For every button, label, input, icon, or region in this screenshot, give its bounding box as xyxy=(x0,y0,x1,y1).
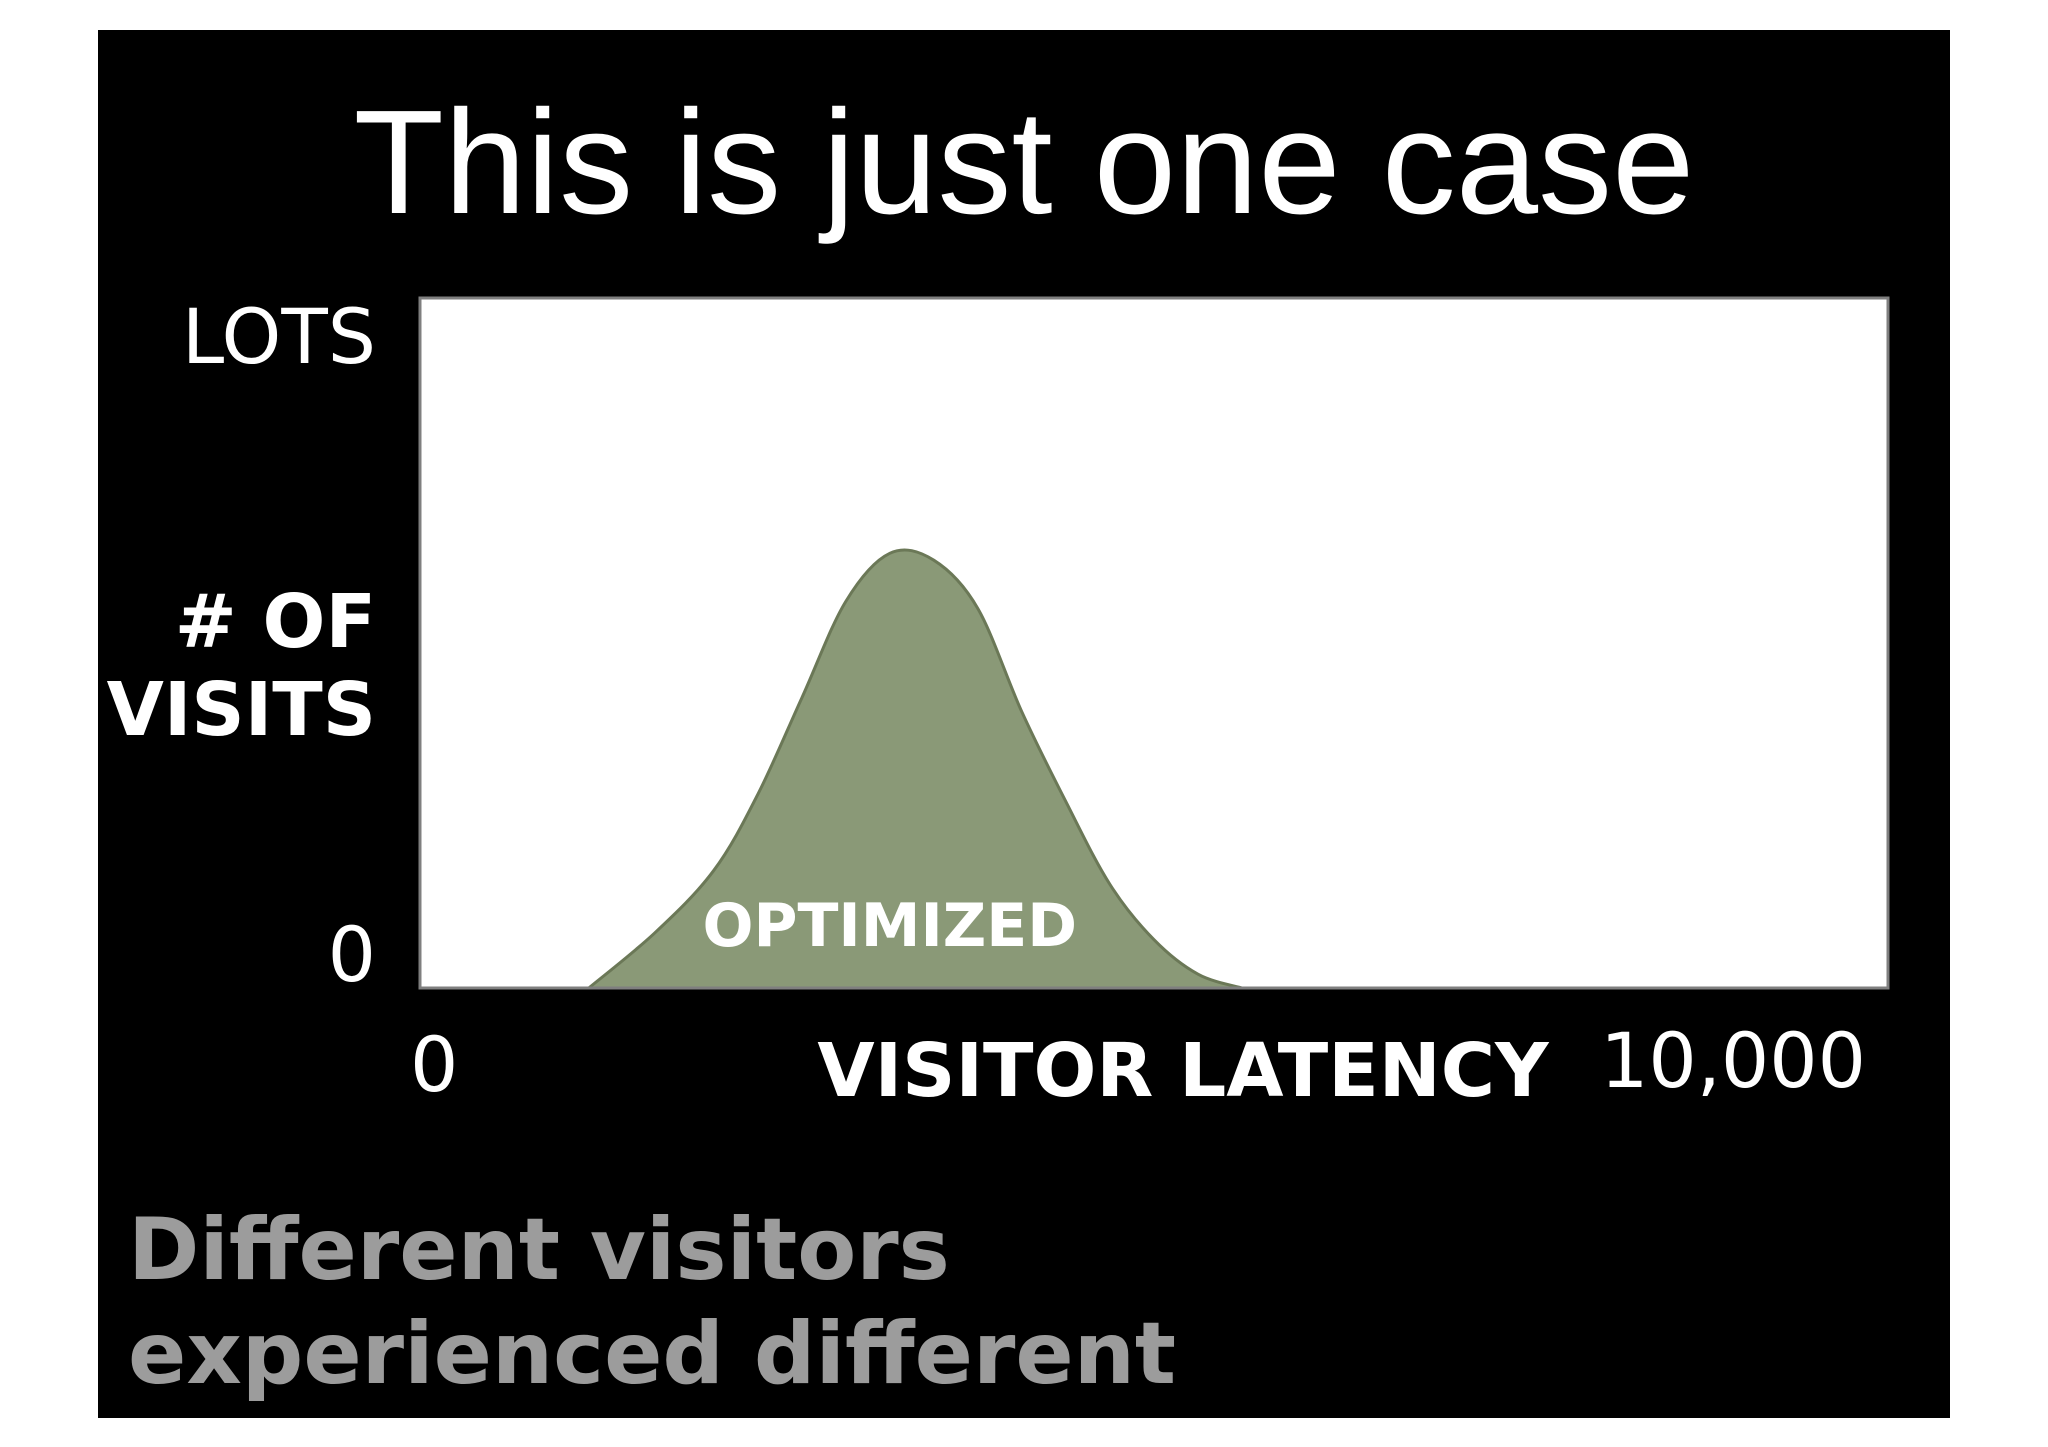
caption: Different visitors experienced different xyxy=(128,1198,1176,1406)
x-min-tick-label: 0 xyxy=(410,1020,459,1109)
plot-border xyxy=(418,296,1890,990)
x-axis-title: VISITOR LATENCY xyxy=(817,1028,1549,1114)
x-max-tick-label: 10,000 xyxy=(1600,1016,1866,1105)
y-axis-title: # OF VISITS xyxy=(107,578,376,754)
plot-area xyxy=(420,298,1888,988)
caption-line-1: Different visitors xyxy=(128,1200,950,1300)
y-min-tick-label: 0 xyxy=(327,910,376,999)
slide-title: This is just one case xyxy=(353,80,1695,245)
series-label-optimized: OPTIMIZED xyxy=(703,891,1078,961)
y-axis-title-line-1: # OF xyxy=(174,579,376,665)
caption-line-2: experienced different xyxy=(128,1304,1177,1404)
chart: OPTIMIZED xyxy=(418,296,1890,990)
y-axis-title-line-2: VISITS xyxy=(106,667,376,753)
slide: This is just one case LOTS # OF VISITS 0… xyxy=(98,30,1950,1418)
series-area-optimized xyxy=(584,548,1243,990)
y-max-tick-label: LOTS xyxy=(181,292,376,381)
